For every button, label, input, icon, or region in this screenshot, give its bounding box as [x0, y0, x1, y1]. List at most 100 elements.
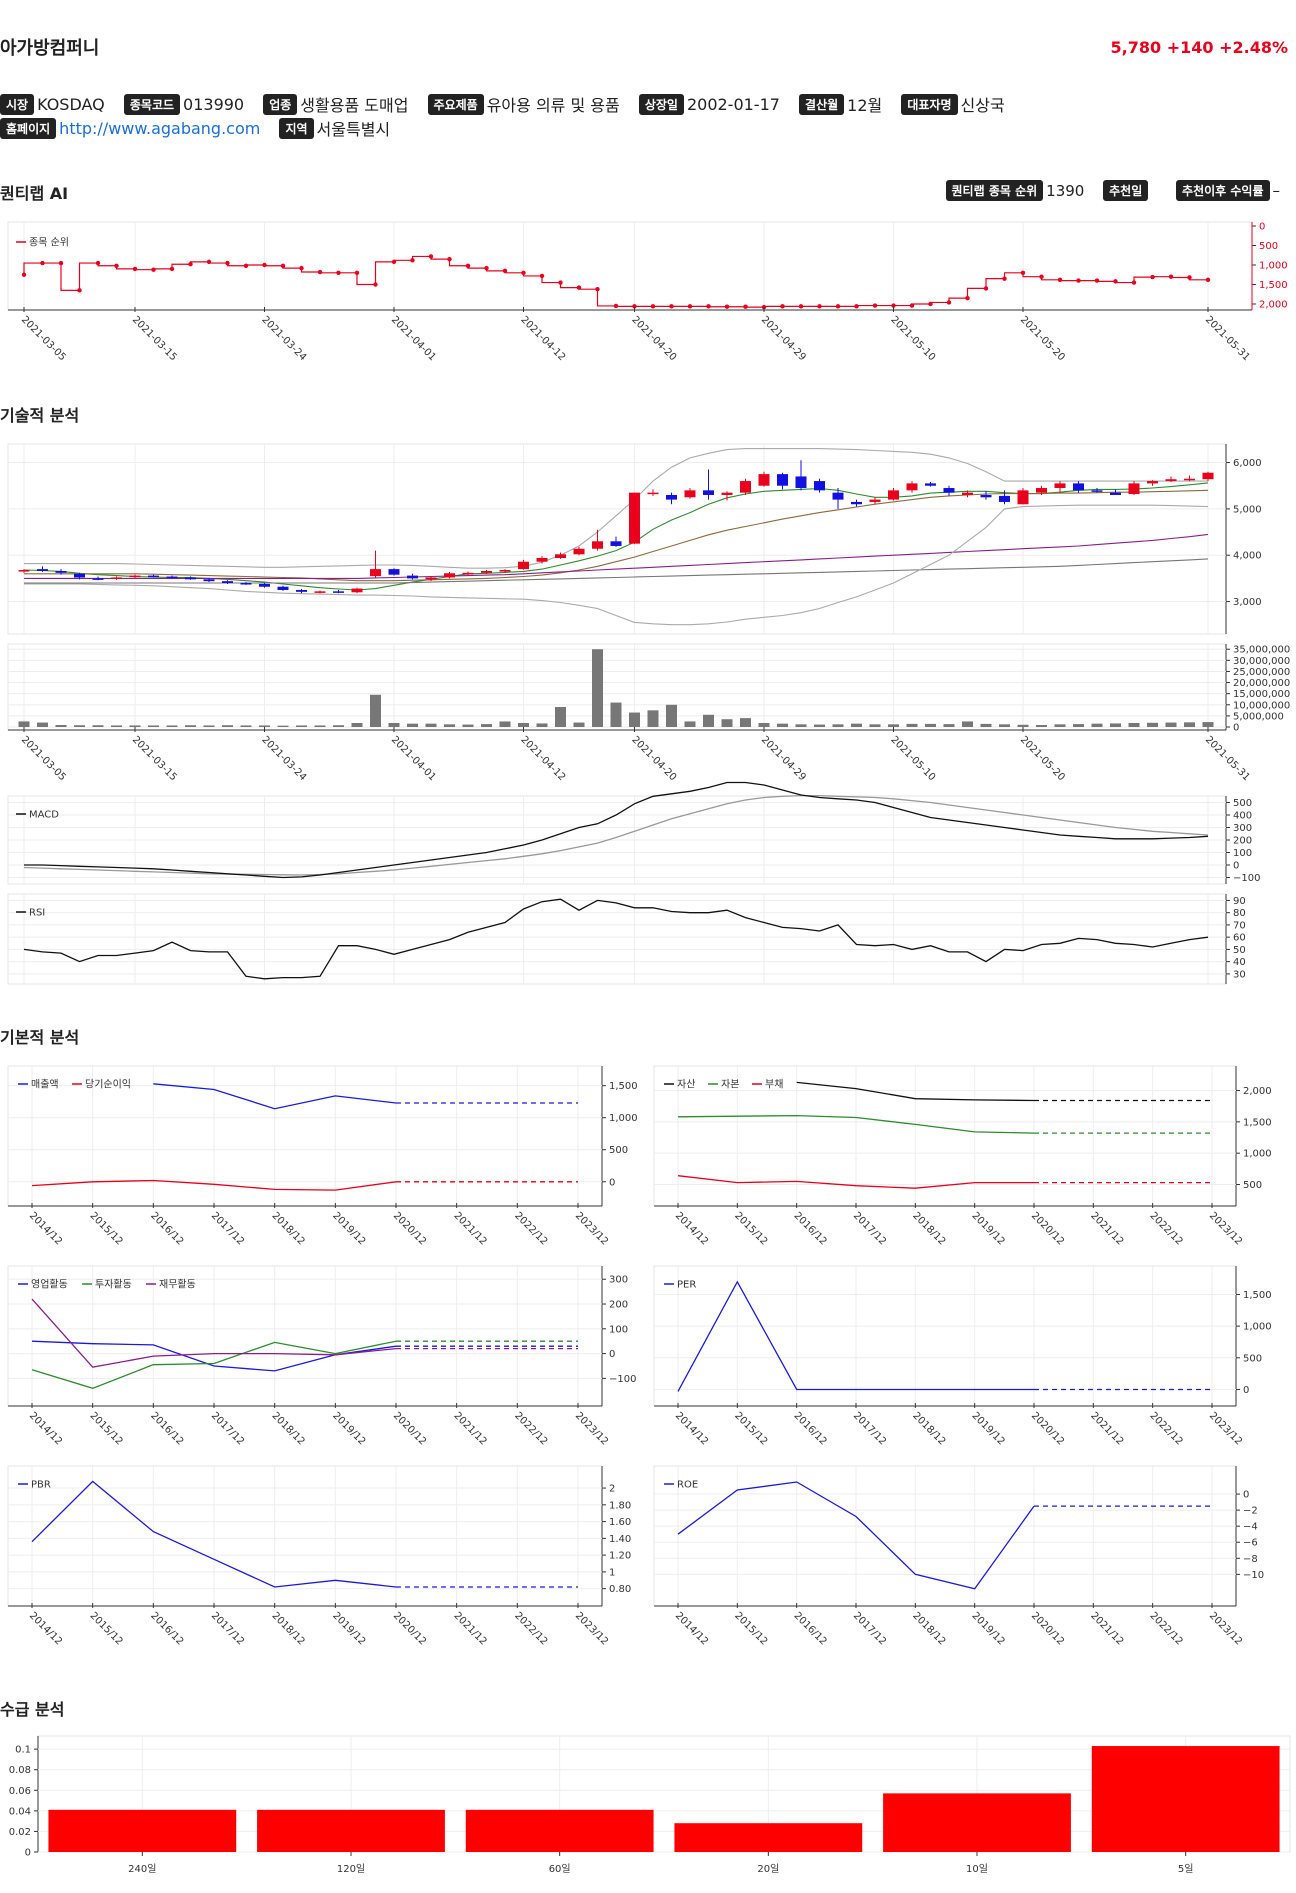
pbr-legend-label: PBR — [31, 1480, 51, 1491]
rank-point — [1094, 278, 1100, 283]
volume-tick-label: 5,000,000 — [1233, 711, 1284, 722]
price-candle-body — [388, 569, 400, 575]
price-ma5-line — [23, 482, 1209, 591]
price-candle-body — [259, 583, 270, 587]
income-legend-label: 매출액 — [31, 1079, 59, 1091]
income-x-label: 2022/12 — [512, 1210, 549, 1247]
cashflow-투자활동-line — [31, 1340, 397, 1389]
macd-tick-label: −100 — [1233, 873, 1260, 884]
info-row-2: 홈페이지 http://www.agabang.com 지역 서울특별시 — [0, 116, 404, 140]
balance-tick-label: 1,500 — [1243, 1117, 1272, 1128]
market-value: KOSDAQ — [37, 94, 105, 114]
volume-bar — [203, 725, 215, 727]
price-candle-body — [499, 570, 511, 572]
price-change: +140 — [1166, 38, 1214, 57]
rank-x-label: 2021-04-20 — [629, 314, 678, 363]
volume-bar — [555, 707, 566, 727]
homepage-link[interactable]: http://www.agabang.com — [59, 118, 261, 138]
income-x-label: 2020/12 — [391, 1210, 428, 1247]
rank-point — [1002, 276, 1007, 281]
per-frame — [653, 1265, 1237, 1407]
volume-bar — [684, 721, 696, 727]
price-candle-body — [1202, 472, 1214, 480]
volume-bar — [592, 649, 603, 727]
volume-bar — [240, 725, 252, 727]
volume-bar — [18, 721, 30, 727]
rec-return-value: – — [1272, 181, 1281, 200]
pbr-tick-label: 1 — [609, 1567, 615, 1578]
rsi-tick-label: 50 — [1233, 945, 1246, 956]
volume-bar — [111, 725, 122, 727]
rank-point — [1131, 280, 1137, 285]
volume-bar — [1110, 723, 1121, 727]
price-tick-label: 6,000 — [1233, 458, 1262, 469]
price-candle-body — [1073, 483, 1084, 491]
supply-title: 수급 분석 — [0, 1700, 65, 1719]
technical-title: 기술적 분석 — [0, 406, 80, 425]
volume-bar — [518, 723, 529, 727]
code-badge: 종목코드 — [123, 93, 181, 115]
cashflow-tick-label: 0 — [609, 1349, 615, 1360]
cashflow-tick-label: 200 — [609, 1300, 628, 1311]
company-name: 아가방컴퍼니 — [0, 38, 100, 59]
rank-point — [891, 303, 896, 308]
rank-point — [206, 259, 212, 265]
volume-bar — [1017, 724, 1029, 727]
rec-return-badge: 추천이후 수익률 — [1176, 180, 1270, 201]
volume-x-label: 2021-04-12 — [518, 734, 567, 783]
price-candle-body — [37, 569, 48, 571]
price-candle-body — [851, 501, 862, 505]
rank-point — [835, 304, 841, 309]
volume-tick-label: 35,000,000 — [1233, 645, 1290, 656]
price-candle-body — [425, 577, 437, 580]
cashflow-재무활동-line — [31, 1298, 397, 1368]
quantilab-stats: 퀀티랩 종목 순위 1390 추천일 추천이후 수익률 – — [945, 180, 1281, 201]
income-x-label: 2021/12 — [452, 1210, 489, 1247]
region-badge: 지역 — [279, 117, 314, 139]
rank-point — [1076, 278, 1081, 283]
price-candle-body — [92, 578, 104, 580]
price-candle-body — [888, 490, 899, 500]
supply-tick-label: 0.06 — [9, 1786, 31, 1797]
cashflow-tick-label: 100 — [609, 1324, 628, 1335]
per-tick-label: 500 — [1243, 1353, 1262, 1364]
balance-x-label: 2022/12 — [1148, 1210, 1185, 1247]
price-candle-body — [703, 490, 714, 495]
price-candle-body — [314, 591, 326, 593]
rank-point — [151, 267, 156, 272]
macd-tick-label: 500 — [1233, 798, 1252, 809]
per-tick-label: 1,500 — [1243, 1290, 1272, 1301]
pbr-x-label: 2016/12 — [148, 1610, 185, 1647]
pbr-x-label: 2020/12 — [391, 1610, 428, 1647]
price-candle-body — [1017, 490, 1029, 505]
cashflow-x-label: 2022/12 — [512, 1410, 549, 1447]
price-ma60-line — [24, 533, 1209, 579]
rsi-tick-label: 70 — [1233, 920, 1246, 931]
price-tick-label: 4,000 — [1233, 551, 1262, 562]
rank-value: 1390 — [1046, 181, 1085, 200]
rank-point — [410, 258, 415, 263]
rank-frame — [7, 221, 1253, 311]
volume-tick-label: 15,000,000 — [1233, 689, 1290, 700]
price-candle-body — [277, 586, 289, 590]
balance-legend-label: 부채 — [765, 1079, 783, 1091]
balance-자본-line — [677, 1114, 1035, 1134]
balance-x-label: 2014/12 — [673, 1210, 710, 1247]
volume-bar — [1073, 724, 1084, 727]
rsi-tick-label: 30 — [1233, 969, 1246, 980]
price-candle-body — [906, 483, 918, 491]
pbr-x-label: 2017/12 — [209, 1610, 246, 1647]
rank-point — [669, 304, 674, 309]
volume-bar — [1054, 724, 1066, 727]
rsi-tick-label: 80 — [1233, 908, 1246, 919]
price-candle-body — [1165, 479, 1177, 482]
region-value: 서울특별시 — [316, 120, 391, 139]
per-x-label: 2014/12 — [673, 1410, 710, 1447]
rank-x-label: 2021-05-31 — [1203, 314, 1252, 363]
cashflow-tick-label: −100 — [609, 1374, 636, 1385]
rank-point — [1168, 274, 1174, 279]
roe-frame — [653, 1465, 1237, 1607]
volume-bar — [74, 725, 85, 727]
price-candle-body — [111, 577, 122, 579]
volume-bar — [55, 725, 67, 727]
